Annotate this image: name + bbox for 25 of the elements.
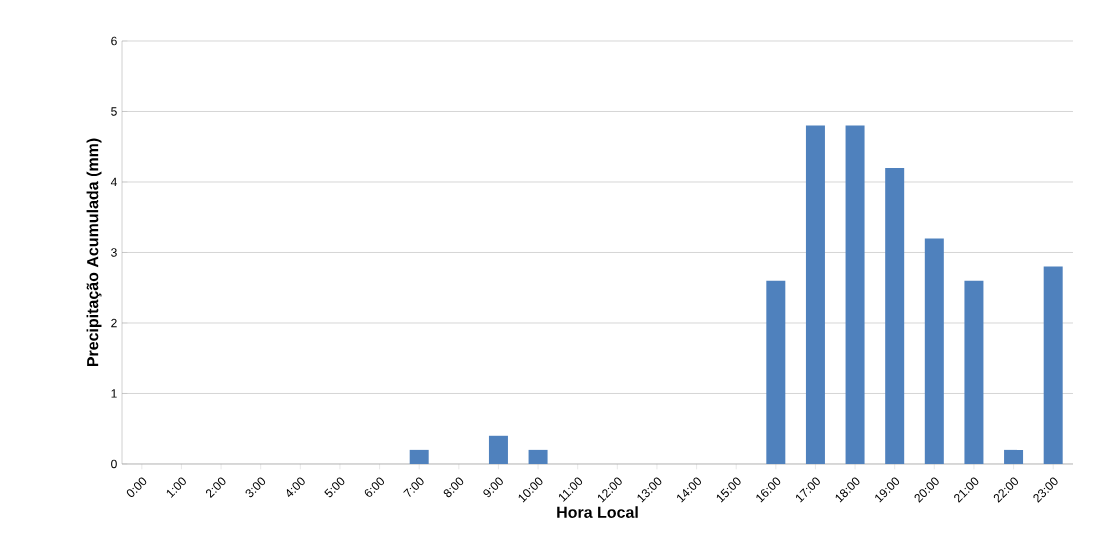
y-tick-label: 0 <box>111 459 117 469</box>
bar <box>964 280 984 464</box>
y-tick-label: 5 <box>111 107 117 116</box>
x-tick-label: 4:00 <box>286 477 305 497</box>
x-tick-label: 6:00 <box>364 477 385 497</box>
y-tick-label: 6 <box>111 36 117 46</box>
y-tick-label: 1 <box>111 389 117 398</box>
x-tick-label: 0:00 <box>126 477 147 497</box>
y-tick-label: 4 <box>110 177 117 187</box>
bar <box>488 435 508 464</box>
x-axis-title: Hora Local <box>557 506 638 518</box>
bar <box>1004 449 1024 464</box>
bar <box>805 125 825 464</box>
bar <box>924 238 944 464</box>
bar <box>409 449 429 464</box>
x-tick-label: 9:00 <box>483 477 503 498</box>
y-tick-label: 2 <box>111 318 117 328</box>
bar <box>766 280 786 464</box>
bar <box>528 449 548 464</box>
y-axis-title: Precipitação Acumulada (mm) <box>86 138 102 367</box>
bar <box>845 125 865 464</box>
bar <box>1043 266 1063 464</box>
y-tick-label: 3 <box>111 248 117 257</box>
bar <box>885 167 905 464</box>
x-tick-label: 7:00 <box>403 477 424 497</box>
